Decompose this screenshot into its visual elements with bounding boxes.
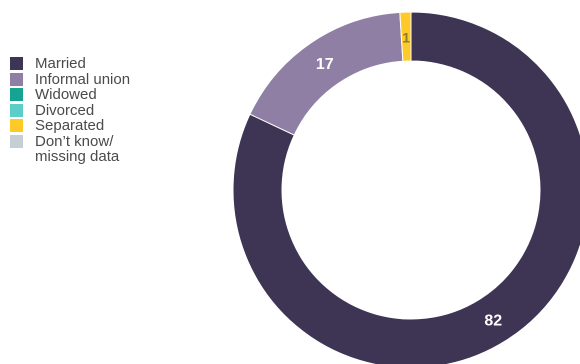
legend-label-divorced: Divorced (35, 101, 95, 119)
data-label-married: 82 (484, 313, 502, 330)
slice-separated (399, 11, 412, 62)
legend-label-informal-union: Informal union (35, 70, 131, 88)
legend-label-separated: Separated (35, 117, 105, 134)
legend-label-missing-data: Don’t know/ missing data (35, 132, 120, 165)
donut-data-labels: 82 17 1 (316, 30, 502, 330)
legend-swatch-separated (10, 119, 23, 132)
data-label-separated: 1 (402, 30, 410, 46)
legend-label-widowed: Widowed (35, 86, 97, 103)
slice-informal-union (249, 11, 404, 136)
legend-swatch-married (10, 57, 23, 70)
legend-swatch-divorced (10, 103, 23, 117)
legend-swatch-missing-data (10, 134, 23, 148)
legend-swatch-widowed (10, 88, 23, 101)
legend-item-missing-data: Don’t know/ missing data (10, 132, 200, 165)
legend-label-married: Married (35, 55, 86, 72)
data-label-informal-union: 17 (316, 56, 334, 73)
legend-item-informal-union: Informal union (10, 70, 200, 88)
chart-legend: Married Informal union Widowed Divorced … (10, 56, 200, 165)
legend-item-divorced: Divorced (10, 101, 200, 119)
legend-item-married: Married (10, 56, 200, 72)
donut-slices (232, 11, 580, 364)
legend-item-widowed: Widowed (10, 87, 200, 103)
slice-married (232, 11, 580, 364)
legend-swatch-informal-union (10, 72, 23, 86)
legend-item-separated: Separated (10, 118, 200, 134)
